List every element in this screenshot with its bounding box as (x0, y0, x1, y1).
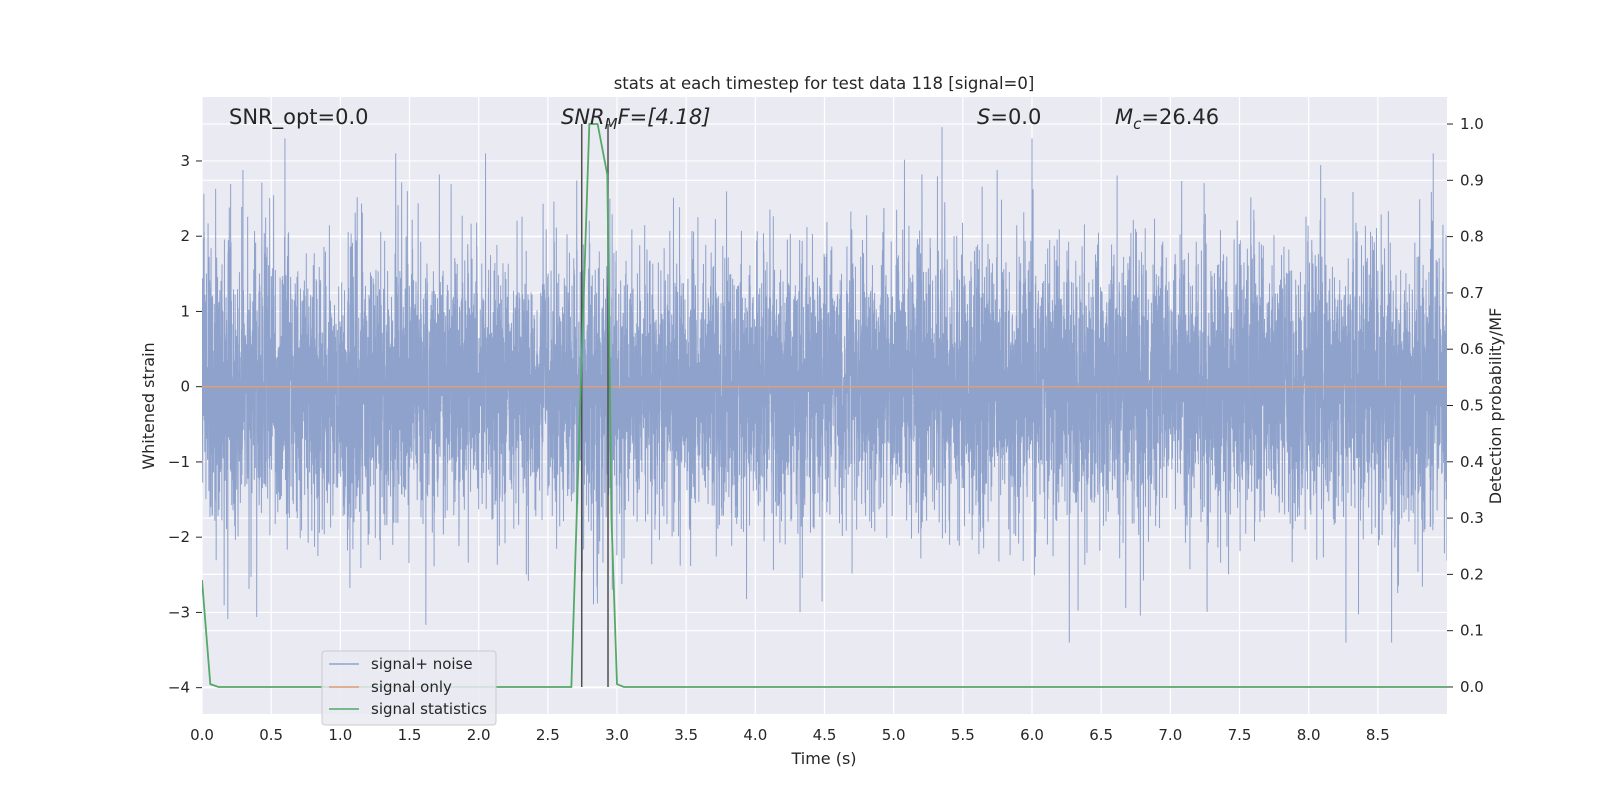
legend-label-signal-statistics: signal statistics (371, 700, 487, 718)
y2-tick-label: 0.2 (1460, 565, 1484, 583)
legend-label-signal-only: signal only (371, 678, 452, 696)
x-tick-label: 0.5 (259, 726, 283, 744)
annotation-snr-mf: SNRMF=[4.18] (561, 105, 710, 133)
x-tick-label: 0.0 (190, 726, 214, 744)
y-tick-labels: 3 2 1 0 −1 −2 −3 −4 (168, 152, 202, 697)
legend-box (321, 650, 497, 726)
y2-tick-label: 0.1 (1460, 622, 1484, 640)
x-tick-label: 1.0 (328, 726, 352, 744)
x-tick-label: 6.5 (1089, 726, 1113, 744)
x-tick-label: 3.0 (605, 726, 629, 744)
y2-tick-label: 0.4 (1460, 453, 1484, 471)
y2-tick-label: 0.3 (1460, 509, 1484, 527)
y-tick-label: 0 (180, 378, 190, 396)
x-tick-label: 4.0 (743, 726, 767, 744)
y-tick-label: 3 (180, 152, 190, 170)
x-tick-label: 7.0 (1158, 726, 1182, 744)
series-signal-plus-noise (202, 127, 1447, 643)
y2-tick-label: 0.6 (1460, 340, 1484, 358)
annotation-mc: Mc=26.46 (1115, 105, 1219, 133)
y-tick-label: −4 (168, 679, 190, 697)
y-tick-label: 2 (180, 227, 190, 245)
x-tick-label: 2.0 (467, 726, 491, 744)
y2-tick-label: 1.0 (1460, 115, 1484, 133)
y-tick-label: −2 (168, 528, 190, 546)
y-axis-title: Whitened strain (139, 342, 158, 469)
y2-tick-label: 0.8 (1460, 228, 1484, 246)
x-tick-label: 8.0 (1297, 726, 1321, 744)
x-tick-label: 8.5 (1366, 726, 1390, 744)
y2-tick-label: 0.5 (1460, 397, 1484, 415)
y-tick-label: −3 (168, 603, 190, 621)
x-tick-label: 5.5 (951, 726, 975, 744)
x-tick-label: 1.5 (398, 726, 422, 744)
y2-tick-labels: 1.0 0.9 0.8 0.7 0.6 0.5 0.4 0.3 0.2 0.1 0.0 (1447, 115, 1484, 696)
y2-tick-label: 0.7 (1460, 284, 1484, 302)
chart-title: stats at each timestep for test data 118… (614, 74, 1035, 93)
annotation-snr-opt: SNR_opt=0.0 (229, 105, 369, 130)
x-tick-label: 7.5 (1228, 726, 1252, 744)
y-tick-label: 1 (180, 302, 190, 320)
y2-axis-title: Detection probability/MF (1486, 308, 1505, 505)
annotation-s: S=0.0 (977, 105, 1041, 129)
x-tick-label: 4.5 (813, 726, 837, 744)
legend: signal+ noise signal only signal statist… (321, 650, 497, 726)
x-axis-title: Time (s) (790, 749, 856, 768)
series-signal-statistics (202, 123, 1447, 688)
x-tick-label: 3.5 (674, 726, 698, 744)
y2-tick-label: 0.0 (1460, 678, 1484, 696)
y-tick-label: −1 (168, 453, 190, 471)
x-tick-label: 5.0 (882, 726, 906, 744)
y2-tick-label: 0.9 (1460, 171, 1484, 189)
legend-label-signal-plus-noise: signal+ noise (371, 655, 473, 673)
x-tick-label: 2.5 (536, 726, 560, 744)
x-tick-label: 6.0 (1020, 726, 1044, 744)
x-tick-labels: 0.0 0.5 1.0 1.5 2.0 2.5 3.0 3.5 4.0 4.5 5.0 5.5 6.0 6… (190, 726, 1390, 744)
